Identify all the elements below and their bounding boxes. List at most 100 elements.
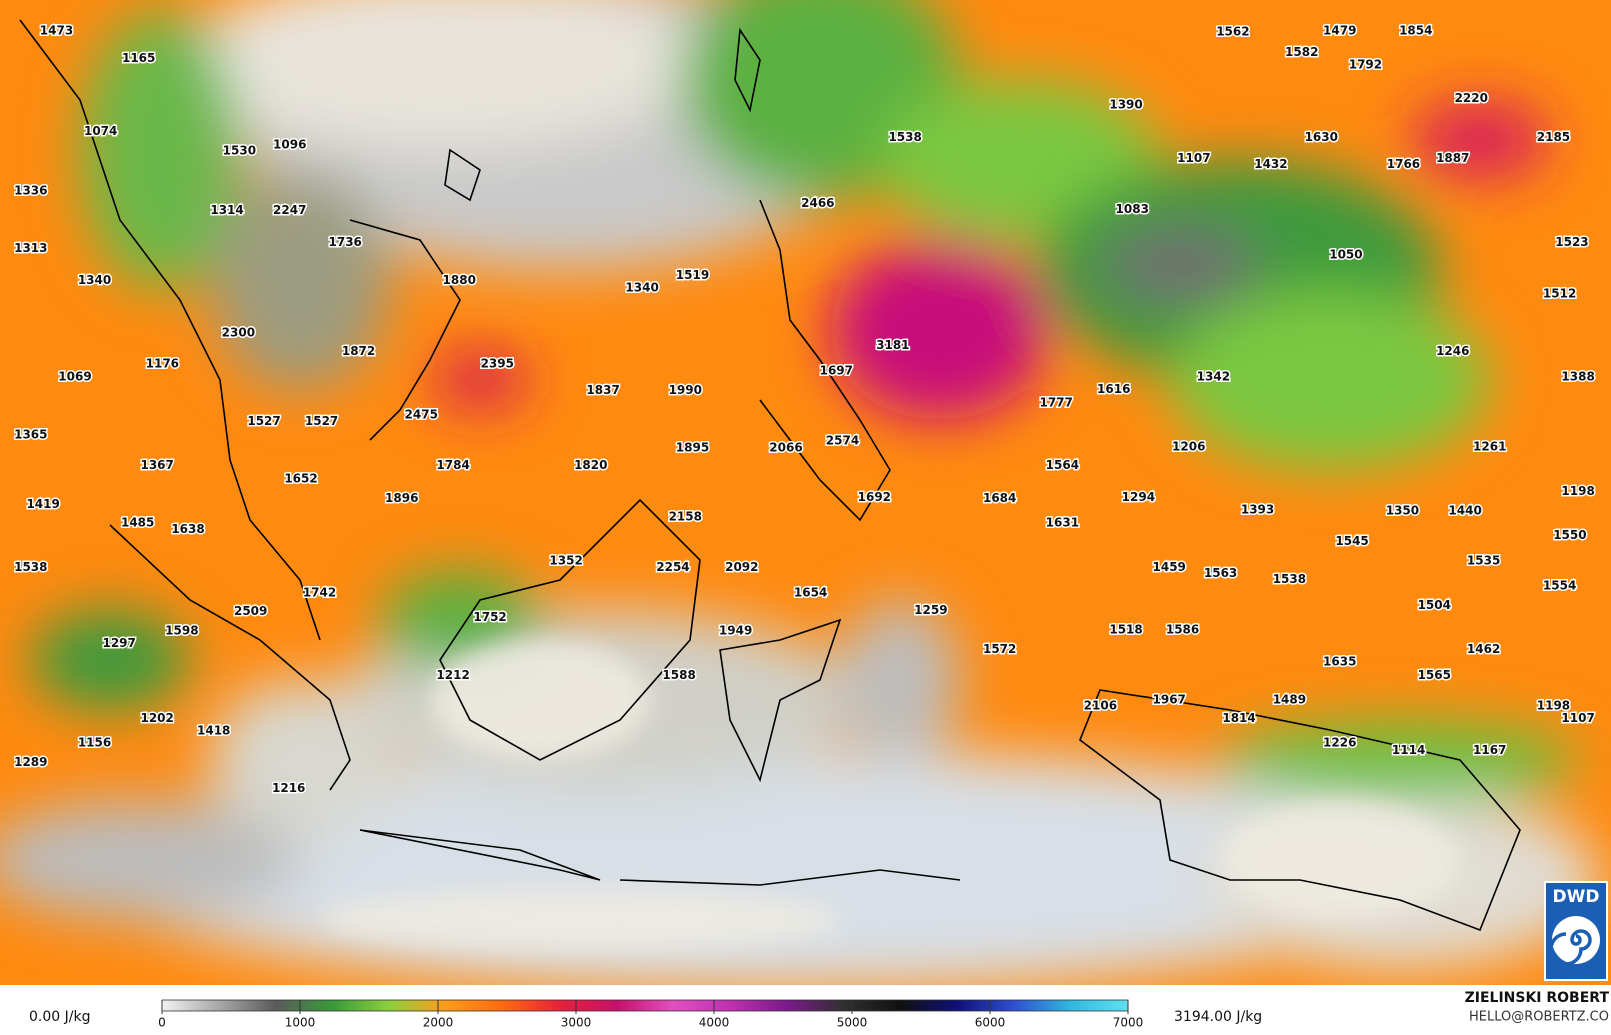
- value-label: 1967: [1153, 692, 1186, 706]
- value-label: 1165: [122, 51, 155, 65]
- value-label: 1388: [1561, 370, 1594, 384]
- value-label: 1518: [1109, 623, 1142, 637]
- logo-text: DWD: [1553, 887, 1600, 907]
- colorbar-tick-label: 1000: [285, 1016, 316, 1030]
- value-label: 1365: [14, 427, 47, 441]
- colorbar-tick-label: 6000: [975, 1016, 1006, 1030]
- value-label: 1069: [58, 370, 91, 384]
- value-label: 1367: [140, 458, 173, 472]
- value-label: 1572: [983, 642, 1016, 656]
- value-label: 1565: [1418, 668, 1451, 682]
- value-label: 1418: [197, 723, 230, 737]
- value-label: 1752: [473, 610, 506, 624]
- value-label: 1652: [284, 471, 317, 485]
- value-label: 1313: [14, 241, 47, 255]
- value-label: 1692: [858, 490, 891, 504]
- value-label: 1895: [676, 441, 709, 455]
- value-label: 1949: [719, 624, 752, 638]
- colorbar: 0 1000 2000 3000 4000 5000 6000 7000: [158, 999, 1144, 1030]
- value-label: 1784: [436, 458, 469, 472]
- value-label: 1096: [273, 137, 306, 151]
- value-label: 1872: [342, 344, 375, 358]
- value-label: 2574: [826, 433, 859, 447]
- value-label: 1684: [983, 491, 1016, 505]
- value-label: 1792: [1349, 57, 1382, 71]
- value-label: 1527: [247, 414, 280, 428]
- value-label: 1342: [1197, 370, 1230, 384]
- value-label: 1887: [1436, 151, 1469, 165]
- value-label: 1654: [794, 586, 827, 600]
- value-label: 1564: [1046, 458, 1079, 472]
- value-label: 1631: [1046, 516, 1079, 530]
- value-label: 1156: [78, 736, 111, 750]
- value-label: 1297: [102, 636, 135, 650]
- value-label: 1479: [1323, 23, 1356, 37]
- value-label: 1854: [1399, 23, 1432, 37]
- colorbar-tick-label: 7000: [1113, 1016, 1144, 1030]
- value-label: 1880: [443, 273, 476, 287]
- colorbar-tick-label: 5000: [837, 1016, 868, 1030]
- value-label: 2254: [656, 560, 689, 574]
- value-label: 1167: [1473, 743, 1506, 757]
- field: [0, 0, 1611, 985]
- value-label: 1582: [1285, 45, 1318, 59]
- value-label: 2185: [1537, 130, 1570, 144]
- value-label: 2300: [222, 326, 255, 340]
- dwd-logo: DWD: [1544, 881, 1608, 981]
- value-label: 1545: [1335, 534, 1368, 548]
- value-label: 2092: [725, 560, 758, 574]
- value-label: 1226: [1323, 736, 1356, 750]
- value-label: 1107: [1177, 151, 1210, 165]
- value-label: 1538: [14, 560, 47, 574]
- value-label: 1216: [272, 781, 305, 795]
- value-label: 1554: [1543, 578, 1576, 592]
- value-label: 1538: [1273, 572, 1306, 586]
- colorbar-tick-label: 0: [158, 1016, 166, 1030]
- value-label: 1742: [303, 586, 336, 600]
- value-label: 1462: [1467, 642, 1500, 656]
- value-label: 1336: [14, 184, 47, 198]
- value-label: 2509: [234, 604, 267, 618]
- colorbar-tick-label: 3000: [561, 1016, 592, 1030]
- max-label: 3194.00 J/kg: [1174, 1009, 1262, 1025]
- value-label: 1538: [888, 130, 921, 144]
- value-label: 1563: [1204, 566, 1237, 580]
- value-label: 1598: [165, 624, 198, 638]
- value-label: 1050: [1329, 247, 1362, 261]
- value-label: 1259: [914, 603, 947, 617]
- value-label: 1432: [1254, 157, 1287, 171]
- value-label: 2475: [405, 408, 438, 422]
- value-label: 1837: [586, 383, 619, 397]
- value-label: 1340: [625, 280, 658, 294]
- value-label: 1440: [1448, 503, 1481, 517]
- value-label: 1212: [436, 668, 469, 682]
- value-label: 2395: [481, 356, 514, 370]
- value-label: 1777: [1039, 395, 1072, 409]
- value-label: 1736: [329, 235, 362, 249]
- value-label: 1289: [14, 755, 47, 769]
- value-label: 1176: [146, 356, 179, 370]
- value-label: 1512: [1543, 286, 1576, 300]
- colorbar-tick-label: 4000: [699, 1016, 730, 1030]
- value-label: 2106: [1084, 699, 1117, 713]
- value-label: 1489: [1273, 692, 1306, 706]
- value-label: 1114: [1392, 743, 1425, 757]
- credit-name: ZIELINSKI ROBERT: [1465, 990, 1610, 1006]
- value-label: 1616: [1097, 382, 1130, 396]
- value-label: 1390: [1109, 97, 1142, 111]
- value-label: 1814: [1222, 711, 1255, 725]
- value-label: 1198: [1561, 484, 1594, 498]
- value-label: 1638: [171, 522, 204, 536]
- value-label: 1485: [121, 516, 154, 530]
- value-label: 1523: [1555, 235, 1588, 249]
- value-label: 1896: [385, 491, 418, 505]
- value-label: 2247: [273, 203, 306, 217]
- value-label: 1419: [26, 497, 59, 511]
- value-label: 2466: [801, 196, 834, 210]
- value-label: 1352: [549, 554, 582, 568]
- value-label: 2220: [1455, 91, 1488, 105]
- value-label: 1697: [820, 364, 853, 378]
- value-label: 1393: [1241, 502, 1274, 516]
